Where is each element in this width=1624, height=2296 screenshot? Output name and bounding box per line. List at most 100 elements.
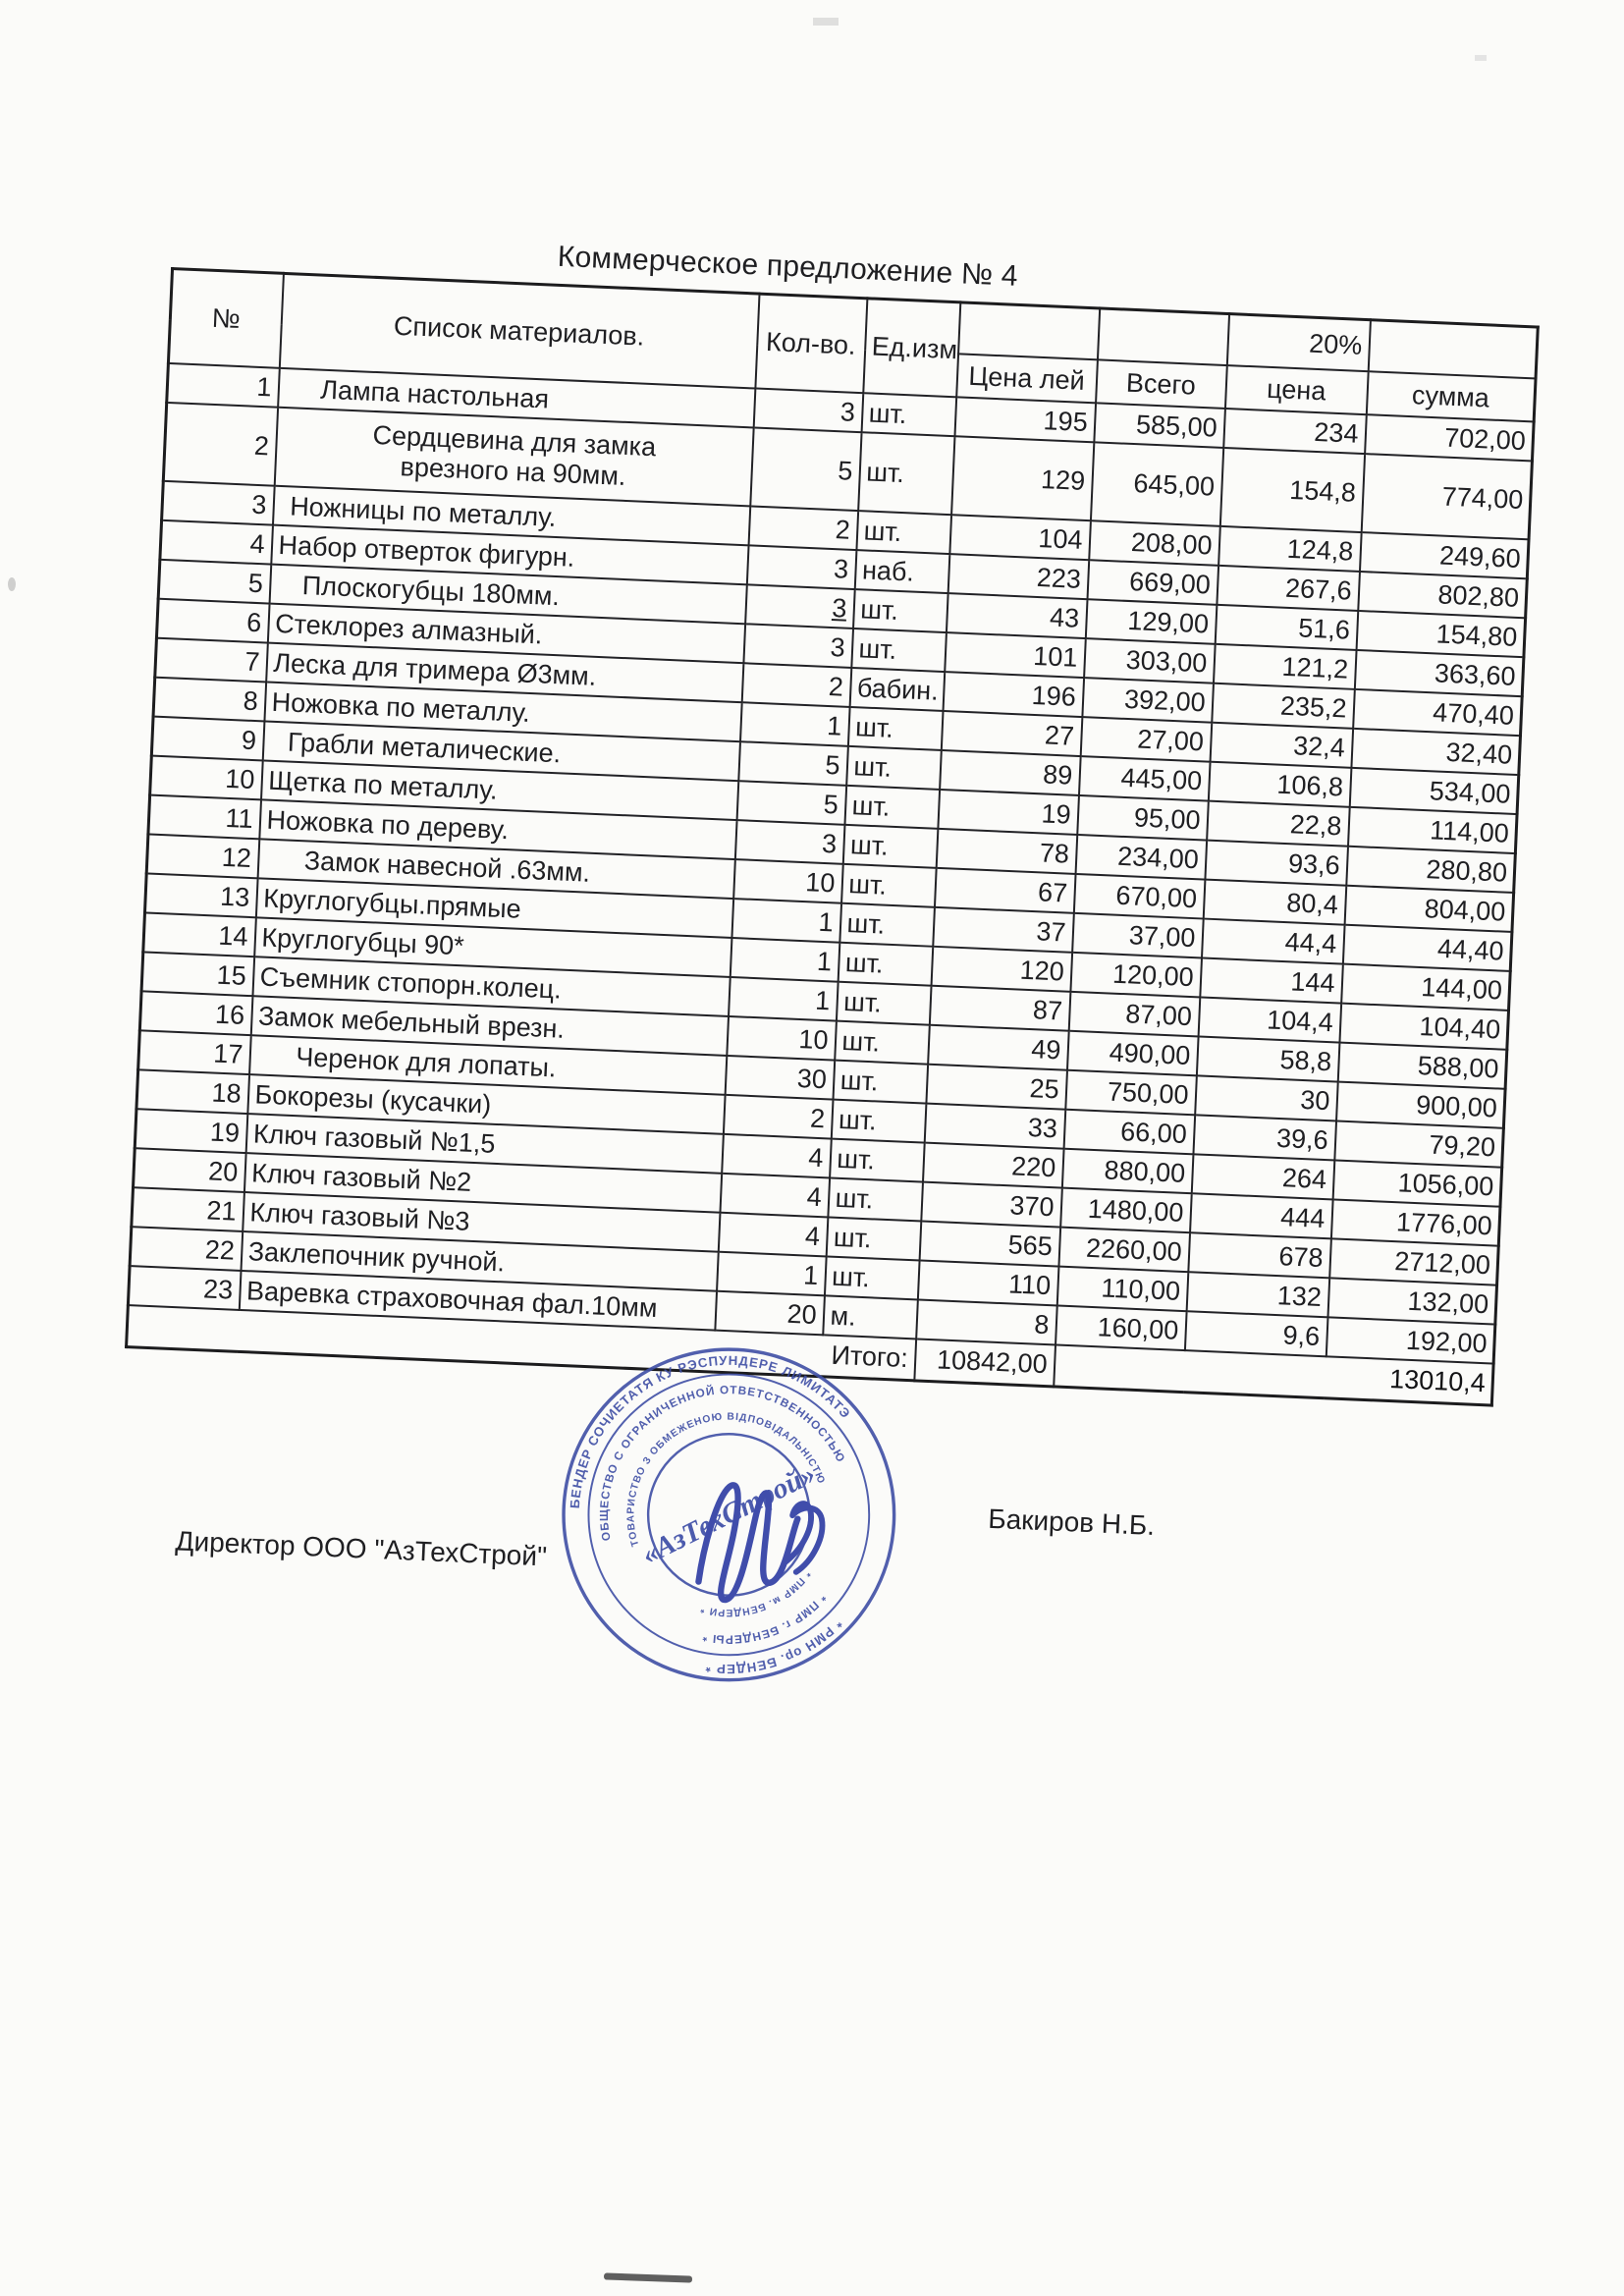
- item-vat-price: 264: [1191, 1154, 1334, 1200]
- item-total: 645,00: [1090, 442, 1223, 526]
- item-qty: 10: [732, 859, 843, 903]
- item-unit: шт.: [857, 432, 954, 516]
- item-qty: 1: [728, 976, 839, 1021]
- scan-artifact: [1475, 55, 1487, 61]
- item-vat-price: 124,8: [1218, 525, 1362, 572]
- item-unit: шт.: [839, 902, 935, 947]
- item-vat-price: 234: [1222, 408, 1367, 455]
- item-total: 585,00: [1093, 403, 1225, 448]
- item-unit: шт.: [838, 942, 933, 986]
- item-vat-price: 80,4: [1203, 879, 1346, 925]
- item-total: 37,00: [1071, 912, 1204, 958]
- item-vat-price: 444: [1189, 1193, 1333, 1239]
- row-number: 17: [137, 1030, 251, 1075]
- item-price: 110: [917, 1260, 1058, 1306]
- item-qty: 2: [741, 663, 851, 707]
- item-qty: 1: [739, 702, 850, 746]
- item-qty: 3: [753, 388, 863, 433]
- item-unit: бабин.: [849, 667, 945, 711]
- item-unit: шт.: [850, 628, 947, 673]
- item-vat-price: 51,6: [1215, 604, 1358, 650]
- materials-tbody: 1 Лампа настольная 3 шт. 195 585,00 234 702,00 2…: [128, 362, 1535, 1364]
- item-qty: 1: [731, 899, 841, 943]
- header-empty-cell: [957, 301, 1100, 360]
- item-price: 120: [931, 946, 1072, 992]
- item-price: 220: [922, 1142, 1064, 1188]
- stamp-outer-circle: [562, 1346, 896, 1681]
- item-total: 110,00: [1056, 1266, 1188, 1312]
- row-number: 12: [146, 834, 259, 879]
- row-number: 4: [159, 519, 273, 565]
- item-unit: шт.: [842, 824, 938, 868]
- item-unit: шт.: [843, 785, 940, 829]
- scan-artifact: [603, 2272, 693, 2283]
- item-total: 66,00: [1063, 1109, 1195, 1155]
- item-vat-price: 30: [1194, 1075, 1338, 1121]
- stamp-inner-circle: [646, 1432, 811, 1597]
- item-total: 750,00: [1064, 1069, 1197, 1116]
- row-number: 9: [151, 716, 264, 761]
- item-price: 89: [939, 749, 1081, 795]
- item-qty: 10: [726, 1015, 837, 1061]
- row-number: 7: [154, 637, 268, 683]
- item-qty: 5: [737, 741, 848, 786]
- row-number: 3: [161, 480, 275, 525]
- item-price: 370: [920, 1181, 1062, 1228]
- item-qty: 3: [746, 545, 856, 590]
- scan-artifact: [8, 577, 16, 591]
- item-vat-price: 104,4: [1198, 997, 1341, 1043]
- item-qty: 2: [723, 1094, 834, 1139]
- item-price: 565: [919, 1221, 1060, 1267]
- row-number: 10: [149, 755, 263, 800]
- item-vat-price: 39,6: [1192, 1115, 1336, 1161]
- item-unit: шт.: [829, 1138, 925, 1182]
- item-vat-price: 93,6: [1204, 840, 1348, 886]
- item-price: 37: [932, 906, 1074, 953]
- item-total: 2260,00: [1057, 1227, 1190, 1273]
- scan-artifact: [813, 18, 839, 26]
- item-qty: 5: [749, 427, 862, 512]
- item-vat-price: 267,6: [1216, 565, 1360, 611]
- document-content: Коммерческое предложение № 4 № Список ма…: [101, 224, 1566, 1957]
- item-price: 19: [937, 789, 1079, 835]
- item-unit: шт.: [845, 745, 942, 790]
- row-number: 8: [153, 677, 266, 722]
- row-number: 21: [131, 1187, 244, 1231]
- col-header-vat-sum: сумма: [1366, 371, 1537, 422]
- row-number: 23: [128, 1266, 241, 1310]
- header-empty-cell: [1368, 319, 1539, 379]
- item-vat-price: 58,8: [1196, 1036, 1339, 1082]
- row-number: 18: [135, 1069, 249, 1115]
- header-empty-cell: [1097, 307, 1229, 366]
- row-number: 20: [133, 1148, 246, 1192]
- col-header-num: №: [168, 268, 284, 368]
- item-total: 490,00: [1066, 1030, 1199, 1076]
- item-total: 160,00: [1055, 1305, 1187, 1351]
- item-unit: шт.: [834, 1020, 930, 1065]
- item-price: 196: [943, 672, 1084, 718]
- row-number: 1: [166, 362, 280, 408]
- item-total: 120,00: [1069, 952, 1202, 998]
- item-unit: шт.: [833, 1060, 928, 1104]
- item-total: 234,00: [1075, 834, 1207, 880]
- item-price: 87: [929, 985, 1070, 1031]
- item-unit: шт.: [827, 1177, 923, 1222]
- item-vat-price: 154,8: [1219, 447, 1365, 533]
- item-price: 223: [947, 554, 1089, 600]
- item-unit: шт.: [836, 981, 932, 1025]
- item-vat-price: 235,2: [1211, 683, 1355, 729]
- item-vat-sum: 774,00: [1361, 454, 1533, 540]
- item-vat-price: 132: [1186, 1272, 1329, 1318]
- item-price: 78: [936, 828, 1077, 874]
- item-unit: шт.: [855, 511, 951, 555]
- item-unit: шт.: [826, 1217, 921, 1261]
- item-total: 27,00: [1080, 717, 1212, 762]
- item-unit: шт.: [840, 863, 937, 907]
- item-price: 43: [946, 593, 1088, 639]
- row-number: 6: [156, 598, 270, 643]
- item-vat-price: 121,2: [1213, 643, 1357, 689]
- item-total: 208,00: [1088, 520, 1220, 566]
- director-label: Директор ООО "АзТехСтрой": [175, 1524, 548, 1572]
- item-qty: 4: [721, 1133, 832, 1178]
